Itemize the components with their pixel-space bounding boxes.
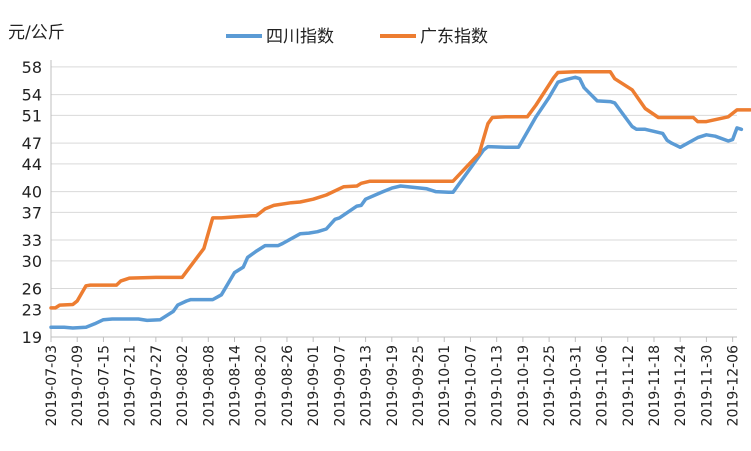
x-tick-label: 2019-12-06 — [726, 345, 742, 426]
y-tick-label: 23 — [22, 300, 42, 319]
x-tick-label: 2019-10-19 — [516, 345, 532, 426]
legend-item-sichuan: 四川指数 — [226, 27, 334, 47]
y-tick-label: 58 — [22, 58, 42, 77]
legend-label-sichuan: 四川指数 — [266, 27, 334, 47]
x-tick-label: 2019-11-18 — [647, 345, 663, 426]
x-tick-label: 2019-10-01 — [437, 345, 453, 426]
series-line-sichuan — [49, 75, 744, 330]
x-tick-label: 2019-09-07 — [332, 345, 348, 426]
y-tick-label: 19 — [22, 328, 42, 347]
x-tick-label: 2019-09-19 — [385, 345, 401, 426]
x-tick-label: 2019-08-26 — [280, 345, 296, 426]
x-tick-label: 2019-09-01 — [306, 345, 322, 426]
x-tick-label: 2019-09-13 — [359, 345, 375, 426]
y-tick-label: 26 — [22, 280, 42, 299]
x-tick-label: 2019-11-12 — [621, 345, 637, 426]
y-tick-label: 33 — [22, 231, 42, 250]
y-tick-label: 37 — [22, 203, 42, 222]
x-tick-label: 2019-11-24 — [673, 345, 689, 426]
y-axis-unit-label: 元/公斤 — [8, 23, 65, 43]
legend: 四川指数 广东指数 — [226, 27, 488, 47]
series-line-guangdong — [49, 70, 751, 310]
x-tick-label: 2019-09-25 — [411, 345, 427, 426]
y-tick-label: 47 — [22, 134, 42, 153]
y-tick-label: 44 — [22, 155, 42, 174]
x-tick-label: 2019-08-14 — [228, 345, 244, 426]
x-tick-label: 2019-10-25 — [542, 345, 558, 426]
x-tick-label: 2019-11-30 — [699, 345, 715, 426]
x-tick-label: 2019-08-08 — [201, 345, 217, 426]
x-tick-label: 2019-07-21 — [123, 345, 139, 426]
x-tick-label: 2019-07-03 — [44, 345, 60, 426]
x-tick-label: 2019-07-15 — [96, 345, 112, 426]
gridlines — [51, 66, 737, 338]
x-tick-label: 2019-10-07 — [463, 345, 479, 426]
x-tick-label: 2019-11-06 — [595, 345, 611, 426]
legend-item-guangdong: 广东指数 — [380, 27, 488, 47]
x-tick-label: 2019-08-20 — [254, 345, 270, 426]
series-group — [49, 70, 751, 330]
y-tick-label: 30 — [22, 252, 42, 271]
x-tick-label: 2019-10-31 — [568, 345, 584, 426]
x-axis: 2019-07-03 2019-07-09 2019-07-15 2019-07-21… — [44, 336, 742, 426]
y-tick-label: 54 — [22, 86, 42, 105]
x-tick-label: 2019-07-09 — [70, 345, 86, 426]
x-tick-label: 2019-08-02 — [175, 345, 191, 426]
y-tick-label: 51 — [22, 106, 42, 125]
legend-label-guangdong: 广东指数 — [420, 27, 488, 47]
y-tick-label: 40 — [22, 183, 42, 202]
x-tick-label: 2019-07-27 — [149, 345, 165, 426]
x-tick-label: 2019-10-13 — [490, 345, 506, 426]
